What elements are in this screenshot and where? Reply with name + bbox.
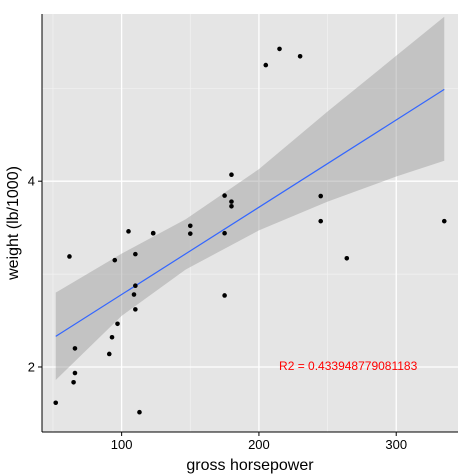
data-point bbox=[187, 231, 193, 236]
x-tick-label: 300 bbox=[385, 437, 407, 452]
data-point bbox=[115, 321, 120, 327]
y-tick-label: 4 bbox=[28, 174, 35, 189]
data-point bbox=[318, 218, 324, 224]
data-point bbox=[133, 251, 138, 257]
r2-annotation: R2 = 0.433948779081183 bbox=[279, 359, 418, 373]
data-point bbox=[229, 203, 234, 209]
x-tick-label: 100 bbox=[111, 437, 133, 452]
data-point bbox=[53, 400, 59, 406]
data-point bbox=[222, 193, 227, 198]
data-point bbox=[72, 346, 78, 351]
data-point bbox=[263, 62, 269, 68]
y-tick-label: 6 bbox=[28, 0, 35, 3]
y-tick-label: 2 bbox=[28, 359, 35, 374]
data-point bbox=[187, 223, 193, 229]
grid-major bbox=[42, 14, 458, 432]
x-tick-label: 200 bbox=[248, 437, 270, 452]
data-point bbox=[126, 229, 131, 234]
data-point bbox=[133, 283, 138, 289]
data-points bbox=[53, 46, 447, 415]
data-point bbox=[131, 292, 137, 297]
axes bbox=[41, 14, 458, 433]
data-point bbox=[297, 53, 303, 59]
data-point bbox=[441, 218, 447, 224]
data-point bbox=[229, 172, 234, 177]
data-point bbox=[67, 254, 72, 259]
x-axis-title: gross horsepower bbox=[186, 457, 314, 474]
y-axis-ticks: 2 4 6 bbox=[28, 0, 42, 374]
plot-panel bbox=[42, 14, 458, 432]
data-point bbox=[222, 293, 227, 298]
y-axis-title: weight (lb/1000) bbox=[5, 166, 22, 281]
data-point bbox=[133, 307, 138, 312]
data-point bbox=[318, 193, 324, 199]
data-point bbox=[344, 255, 350, 261]
regression-line bbox=[55, 88, 445, 337]
confidence-band bbox=[55, 16, 445, 380]
data-point bbox=[72, 370, 78, 376]
grid-minor bbox=[42, 14, 458, 432]
data-point bbox=[229, 199, 234, 204]
data-point bbox=[109, 334, 115, 340]
data-point bbox=[222, 230, 227, 236]
data-point bbox=[277, 46, 282, 52]
data-point bbox=[137, 409, 142, 415]
data-point bbox=[150, 230, 156, 236]
data-point bbox=[112, 257, 118, 263]
x-axis-ticks: 100 200 300 bbox=[111, 432, 407, 452]
data-point bbox=[71, 380, 76, 385]
data-point bbox=[106, 351, 112, 357]
